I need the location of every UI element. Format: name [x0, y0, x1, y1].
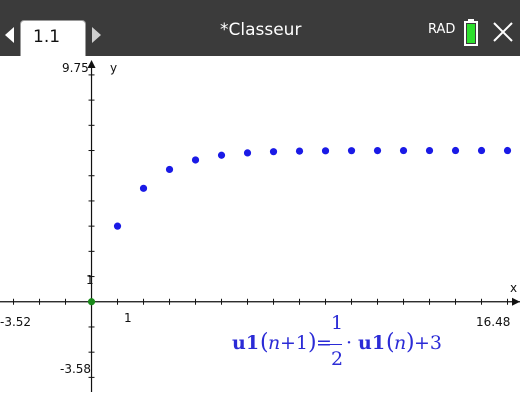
- formula-frac-num: 1: [331, 312, 344, 334]
- data-point: [477, 146, 486, 155]
- next-page-icon[interactable]: [90, 24, 104, 46]
- axes: [0, 60, 520, 392]
- graph-area[interactable]: 9.75 y x -3.52 16.48 -3.58 1 1 u1 ( n +1…: [0, 56, 520, 392]
- data-point: [139, 184, 148, 192]
- data-point: [503, 146, 512, 155]
- tab-page[interactable]: 1.1: [20, 20, 86, 56]
- origin-point: [87, 298, 96, 306]
- angle-mode-indicator: RAD: [428, 22, 456, 37]
- previous-page-icon[interactable]: [2, 24, 16, 46]
- formula-lhs-arg-rest: +1: [280, 332, 309, 354]
- y-tick-label: 1: [86, 273, 94, 287]
- formula-lhs-arg-n: n: [268, 332, 281, 354]
- x-tick-label: 1: [124, 311, 132, 325]
- data-point: [269, 148, 278, 156]
- x-axis-label: x: [510, 281, 517, 295]
- data-point: [295, 147, 304, 155]
- x-max-label: 16.48: [476, 315, 510, 329]
- formula-equals: =: [316, 332, 332, 354]
- formula-rhs-name: u1: [358, 332, 386, 354]
- battery-icon: [464, 19, 478, 46]
- data-point: [451, 146, 460, 155]
- title-bar: 1.1 *Classeur RAD: [0, 0, 520, 56]
- y-max-label: 9.75: [62, 61, 89, 75]
- formula-frac-bar: [328, 344, 342, 345]
- y-axis-arrow: [87, 60, 96, 68]
- data-point: [165, 165, 174, 174]
- close-icon[interactable]: [490, 18, 516, 46]
- formula-paren-open: (: [260, 330, 269, 355]
- data-point: [399, 146, 408, 155]
- axis-ticks: [13, 74, 509, 378]
- formula-lhs-name: u1: [232, 332, 260, 354]
- y-min-label: -3.58: [60, 362, 91, 376]
- formula-rhs-paren-close: ): [406, 330, 415, 355]
- formula-dot: ·: [346, 332, 353, 354]
- data-point: [347, 147, 356, 155]
- formula-rhs-paren-open: (: [386, 330, 395, 355]
- data-point: [243, 149, 252, 157]
- data-point: [113, 222, 122, 230]
- x-min-label: -3.52: [0, 315, 31, 329]
- formula-paren-close: ): [308, 330, 317, 355]
- document-title: *Classeur: [220, 20, 302, 40]
- tab-label: 1.1: [33, 27, 61, 47]
- x-axis-arrow: [512, 297, 520, 306]
- plot-canvas[interactable]: 9.75 y x -3.52 16.48 -3.58 1 1: [0, 56, 520, 392]
- data-point: [321, 147, 330, 155]
- formula-frac-den: 2: [331, 348, 344, 370]
- data-point: [217, 151, 226, 159]
- data-point: [373, 146, 382, 155]
- data-point: [425, 146, 434, 155]
- y-axis-label: y: [110, 61, 117, 75]
- formula-rhs-arg-n: n: [394, 332, 407, 354]
- data-points: [87, 146, 512, 306]
- formula-plus-term: +3: [414, 332, 443, 354]
- data-point: [191, 156, 200, 164]
